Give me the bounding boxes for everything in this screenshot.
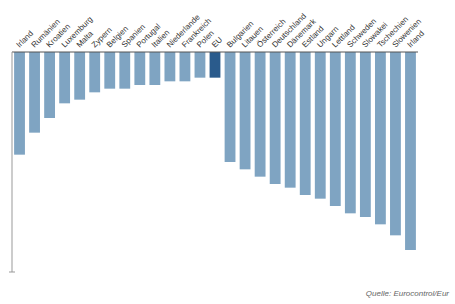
bar [180,52,191,81]
bar [255,52,266,177]
bar [345,52,356,213]
x-tick-label: Irland [406,29,427,50]
bar [134,52,145,85]
bar [29,52,40,133]
y-axis-end [9,272,15,273]
bar [240,52,251,169]
bar [14,52,25,155]
x-tick-label: EU [210,35,224,49]
bar [104,52,115,89]
bar [375,52,386,224]
bars [14,52,416,250]
bar [300,52,311,195]
x-tick-labels: IrlandRumänienKroatienLuxemburgMaltaZype… [15,12,426,50]
bar [59,52,70,103]
x-tick-label: Luxemburg [60,15,95,50]
bar [119,52,130,89]
bar [405,52,416,250]
bar [390,52,401,235]
bar [210,52,221,78]
bar [270,52,281,184]
chart-container: IrlandRumänienKroatienLuxemburgMaltaZype… [0,0,455,304]
source-note: Quelle: Eurocontrol/Eur [366,289,449,298]
bar [315,52,326,199]
y-axis-line [12,52,13,272]
bar [285,52,296,188]
bar [330,52,341,206]
bar [225,52,236,162]
chart-svg: IrlandRumänienKroatienLuxemburgMaltaZype… [0,0,455,304]
bar [44,52,55,118]
x-axis-line [12,52,418,53]
bar [360,52,371,217]
bar [164,52,175,81]
bar [149,52,160,85]
bar [89,52,100,92]
bar [195,52,206,78]
bar [74,52,85,100]
